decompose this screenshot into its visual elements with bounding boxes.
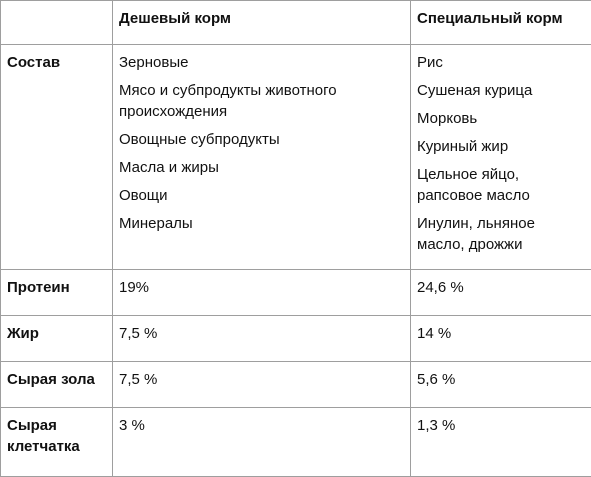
row-label-fat: Жир [1, 316, 113, 362]
cell-fat-cheap: 7,5 % [113, 316, 411, 362]
list-item: Рис [417, 52, 585, 73]
list-item: Цельное яйцо, рапсовое масло [417, 164, 585, 206]
list-item: Инулин, льняное масло, дрожжи [417, 213, 585, 255]
list-composition-special: Рис Сушеная курица Морковь Куриный жир Ц… [417, 52, 585, 255]
list-item: Овощные субпродукты [119, 129, 404, 150]
cell-protein-cheap: 19% [113, 270, 411, 316]
cell-composition-cheap: Зерновые Мясо и субпродукты животного пр… [113, 45, 411, 270]
row-label-protein: Протеин [1, 270, 113, 316]
list-item: Мясо и субпродукты животного происхожден… [119, 80, 404, 122]
cell-crude-fiber-cheap: 3 % [113, 408, 411, 477]
list-item: Куриный жир [417, 136, 585, 157]
row-label-crude-fiber: Сырая клетчатка [1, 408, 113, 477]
table-row-fat: Жир 7,5 % 14 % [1, 316, 591, 362]
cell-protein-special: 24,6 % [411, 270, 591, 316]
list-item: Сушеная курица [417, 80, 585, 101]
cell-crude-ash-special: 5,6 % [411, 362, 591, 408]
row-label-composition: Состав [1, 45, 113, 270]
cell-crude-ash-cheap: 7,5 % [113, 362, 411, 408]
row-label-crude-ash: Сырая зола [1, 362, 113, 408]
table-row-crude-ash: Сырая зола 7,5 % 5,6 % [1, 362, 591, 408]
table-row-crude-fiber: Сырая клетчатка 3 % 1,3 % [1, 408, 591, 477]
header-cell-special-food: Специальный корм [411, 1, 591, 45]
table-row-protein: Протеин 19% 24,6 % [1, 270, 591, 316]
list-composition-cheap: Зерновые Мясо и субпродукты животного пр… [119, 52, 404, 234]
header-cell-cheap-food: Дешевый корм [113, 1, 411, 45]
list-item: Зерновые [119, 52, 404, 73]
list-item: Масла и жиры [119, 157, 404, 178]
cell-composition-special: Рис Сушеная курица Морковь Куриный жир Ц… [411, 45, 591, 270]
cell-fat-special: 14 % [411, 316, 591, 362]
table-row-composition: Состав Зерновые Мясо и субпродукты живот… [1, 45, 591, 270]
table-header-row: Дешевый корм Специальный корм [1, 1, 591, 45]
list-item: Минералы [119, 213, 404, 234]
list-item: Овощи [119, 185, 404, 206]
header-cell-empty [1, 1, 113, 45]
cell-crude-fiber-special: 1,3 % [411, 408, 591, 477]
list-item: Морковь [417, 108, 585, 129]
